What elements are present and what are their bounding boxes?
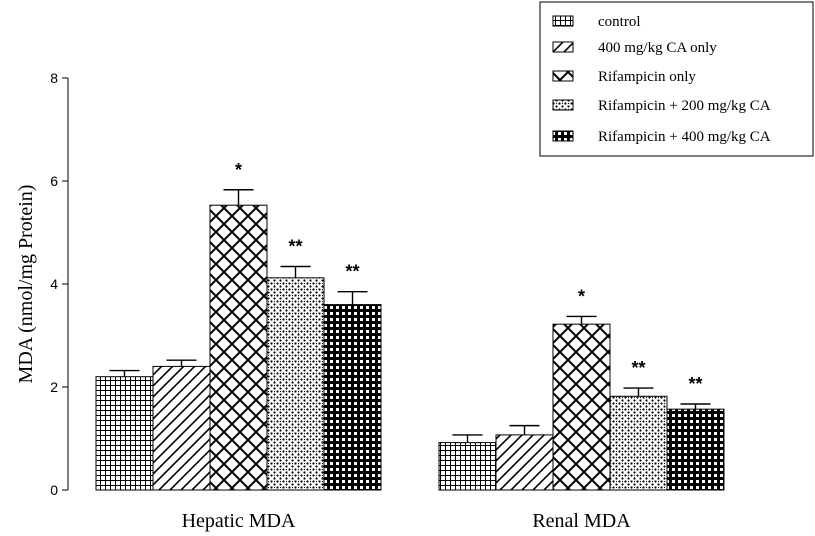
- bar: [323, 304, 382, 491]
- bar: [495, 434, 554, 491]
- legend-swatch: [552, 15, 574, 27]
- bar: [152, 365, 211, 491]
- bar: [552, 323, 611, 491]
- significance-label: **: [345, 262, 359, 282]
- category-labels: Hepatic MDA Renal MDA: [182, 510, 632, 532]
- legend: control 400 mg/kg CA only Rifampicin only R…: [539, 1, 814, 157]
- bar: [609, 395, 668, 491]
- bars: **********: [95, 160, 725, 491]
- legend-swatch: [552, 99, 574, 111]
- legend-swatch: [552, 70, 574, 82]
- legend-swatch: [552, 130, 574, 142]
- legend-label: 400 mg/kg CA only: [598, 40, 717, 56]
- significance-label: **: [631, 358, 645, 378]
- bar: [438, 442, 497, 491]
- significance-label: **: [688, 374, 702, 394]
- category-label: Renal MDA: [532, 510, 631, 532]
- y-tick-label: 8: [50, 70, 58, 86]
- bar: [666, 408, 725, 491]
- legend-label: Rifampicin + 200 mg/kg CA: [598, 98, 771, 114]
- legend-box: [539, 1, 814, 157]
- legend-label: Rifampicin only: [598, 69, 696, 85]
- y-tick-label: 6: [50, 173, 58, 189]
- bar: [209, 204, 268, 491]
- significance-label: *: [235, 160, 242, 180]
- y-axis-title: MDA (nmol/mg Protein): [15, 185, 37, 384]
- y-tick-label: 0: [50, 482, 58, 498]
- y-tick-label: 2: [50, 379, 58, 395]
- significance-label: **: [288, 236, 302, 256]
- legend-label: control: [598, 14, 641, 30]
- significance-label: *: [578, 286, 585, 306]
- legend-swatch: [552, 41, 574, 53]
- legend-label: Rifampicin + 400 mg/kg CA: [598, 129, 771, 145]
- y-tick-label: 4: [50, 276, 58, 292]
- bar: [266, 277, 325, 491]
- bar: [95, 376, 154, 491]
- category-label: Hepatic MDA: [182, 510, 296, 532]
- y-axis: 0 2 4 6 8: [50, 70, 69, 498]
